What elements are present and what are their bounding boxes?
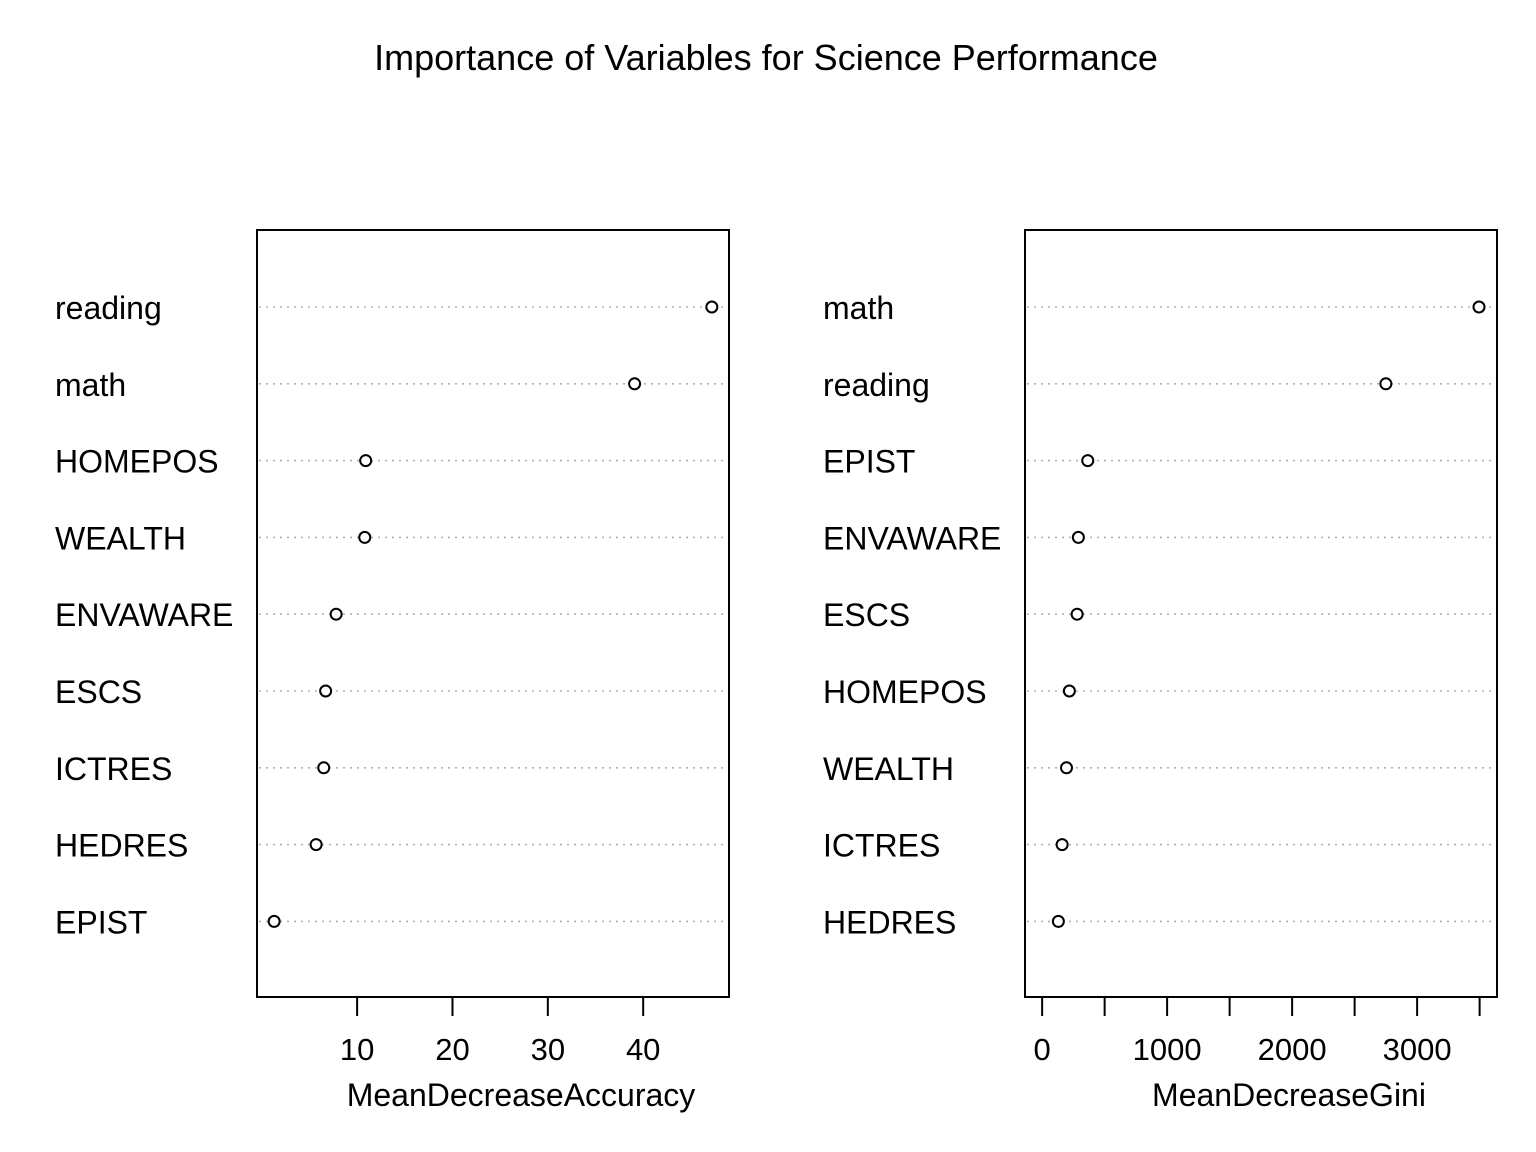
right-data-point bbox=[1051, 914, 1065, 928]
left-x-tick-label: 10 bbox=[340, 1032, 374, 1067]
left-variable-label: WEALTH bbox=[55, 520, 186, 556]
left-data-point bbox=[309, 838, 323, 852]
left-variable-label: ENVAWARE bbox=[55, 597, 233, 633]
left-plot-frame bbox=[256, 229, 730, 998]
left-variable-label: HEDRES bbox=[55, 828, 188, 864]
right-x-tick-label: 3000 bbox=[1383, 1032, 1452, 1067]
left-data-point bbox=[319, 684, 333, 698]
right-data-point bbox=[1055, 838, 1069, 852]
left-x-axis-label: MeanDecreaseAccuracy bbox=[347, 1077, 696, 1113]
left-data-point bbox=[705, 300, 719, 314]
right-variable-label: HEDRES bbox=[823, 904, 956, 940]
right-variable-label: WEALTH bbox=[823, 751, 954, 787]
right-data-point bbox=[1062, 684, 1076, 698]
right-data-point bbox=[1081, 454, 1095, 468]
left-variable-label: ICTRES bbox=[55, 751, 172, 787]
right-data-point bbox=[1379, 377, 1393, 391]
left-data-point bbox=[329, 607, 343, 621]
left-variable-label: reading bbox=[55, 290, 162, 326]
right-variable-label: EPIST bbox=[823, 444, 915, 480]
left-data-point bbox=[358, 530, 372, 544]
right-variable-label: ICTRES bbox=[823, 828, 940, 864]
left-variable-label: EPIST bbox=[55, 904, 147, 940]
left-variable-label: HOMEPOS bbox=[55, 444, 219, 480]
right-x-tick-label: 1000 bbox=[1133, 1032, 1202, 1067]
right-x-axis-label: MeanDecreaseGini bbox=[1152, 1077, 1426, 1113]
left-variable-label: math bbox=[55, 367, 126, 403]
left-panel: reading math HOMEPOS WEALTH ENVAWARE ESCS ICTR… bbox=[55, 229, 730, 1113]
left-x-tick-label: 20 bbox=[435, 1032, 469, 1067]
right-panel: math reading EPIST ENVAWARE ESCS HOMEPOS WEALT… bbox=[823, 229, 1498, 1113]
right-data-point bbox=[1472, 300, 1486, 314]
left-data-point bbox=[628, 377, 642, 391]
left-data-point bbox=[359, 454, 373, 468]
right-data-point bbox=[1060, 761, 1073, 775]
left-variable-label: ESCS bbox=[55, 674, 142, 710]
right-data-point bbox=[1071, 530, 1085, 544]
right-variable-label: ESCS bbox=[823, 597, 910, 633]
chart-title: Importance of Variables for Science Perf… bbox=[374, 37, 1158, 78]
right-x-tick-label: 0 bbox=[1034, 1032, 1051, 1067]
right-plot-frame bbox=[1024, 229, 1498, 998]
right-variable-label: ENVAWARE bbox=[823, 520, 1001, 556]
right-variable-label: reading bbox=[823, 367, 930, 403]
left-x-tick-label: 30 bbox=[531, 1032, 565, 1067]
right-data-point bbox=[1070, 607, 1084, 621]
right-variable-label: HOMEPOS bbox=[823, 674, 987, 710]
right-variable-label: math bbox=[823, 290, 894, 326]
left-data-point bbox=[267, 914, 281, 928]
left-x-tick-label: 40 bbox=[626, 1032, 660, 1067]
right-x-tick-label: 2000 bbox=[1258, 1032, 1327, 1067]
left-data-point bbox=[317, 761, 331, 775]
